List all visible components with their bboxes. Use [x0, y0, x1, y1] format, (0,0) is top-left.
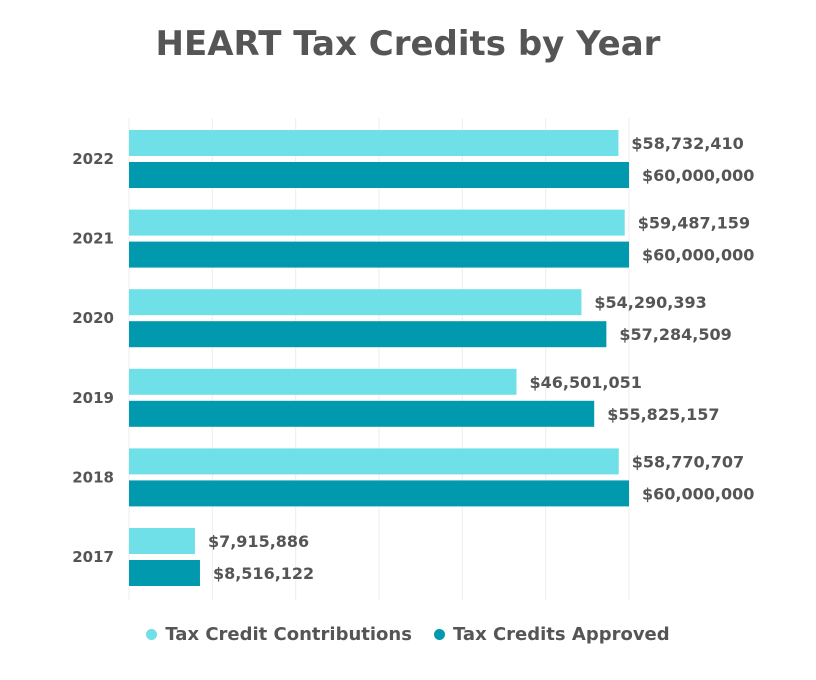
- y-tick-label: 2018: [72, 468, 114, 486]
- data-label: $57,284,509: [619, 325, 731, 344]
- data-label: $58,732,410: [631, 134, 743, 153]
- data-label: $60,000,000: [642, 166, 754, 185]
- labels: 2022 $58,732,410 $60,000,000 2021 $59,487,15…: [72, 134, 754, 583]
- data-label: $60,000,000: [642, 246, 754, 265]
- legend-label-approved: Tax Credits Approved: [452, 624, 670, 645]
- legend-item-contributions[interactable]: Tax Credit Contributions: [146, 624, 412, 645]
- data-label: $55,825,157: [607, 405, 719, 424]
- bar[interactable]: [129, 130, 619, 156]
- y-tick-label: 2017: [72, 548, 114, 566]
- legend-item-approved[interactable]: Tax Credits Approved: [433, 624, 670, 645]
- legend-label-contributions: Tax Credit Contributions: [165, 624, 412, 645]
- data-label: $58,770,707: [632, 452, 744, 471]
- bar[interactable]: [129, 480, 629, 507]
- bar[interactable]: [129, 321, 607, 348]
- data-label: $8,516,122: [213, 564, 314, 583]
- legend: Tax Credit Contributions Tax Credits App…: [0, 624, 816, 645]
- bar-chart: 2022 $58,732,410 $60,000,000 2021 $59,487,15…: [72, 118, 754, 600]
- data-label: $59,487,159: [638, 214, 750, 233]
- bar[interactable]: [129, 241, 629, 268]
- chart-title: HEART Tax Credits by Year: [155, 24, 661, 64]
- bar[interactable]: [129, 368, 517, 395]
- legend-dot-contributions-icon: [146, 629, 158, 640]
- bar[interactable]: [129, 289, 582, 316]
- data-label: $46,501,051: [530, 373, 642, 392]
- bar[interactable]: [129, 448, 619, 475]
- data-label: $60,000,000: [642, 484, 754, 503]
- y-tick-label: 2020: [72, 309, 114, 327]
- bar[interactable]: [129, 528, 195, 554]
- legend-dot-approved-icon: [433, 629, 445, 640]
- y-tick-label: 2019: [72, 389, 114, 407]
- grid-lines: [128, 118, 630, 600]
- data-label: $7,915,886: [208, 532, 309, 551]
- bar[interactable]: [129, 400, 595, 427]
- bar[interactable]: [129, 162, 629, 188]
- bar[interactable]: [129, 560, 200, 586]
- data-label: $54,290,393: [594, 293, 706, 312]
- bar[interactable]: [129, 209, 625, 236]
- y-tick-label: 2021: [72, 230, 114, 248]
- bars: [129, 130, 629, 586]
- y-tick-label: 2022: [72, 150, 114, 168]
